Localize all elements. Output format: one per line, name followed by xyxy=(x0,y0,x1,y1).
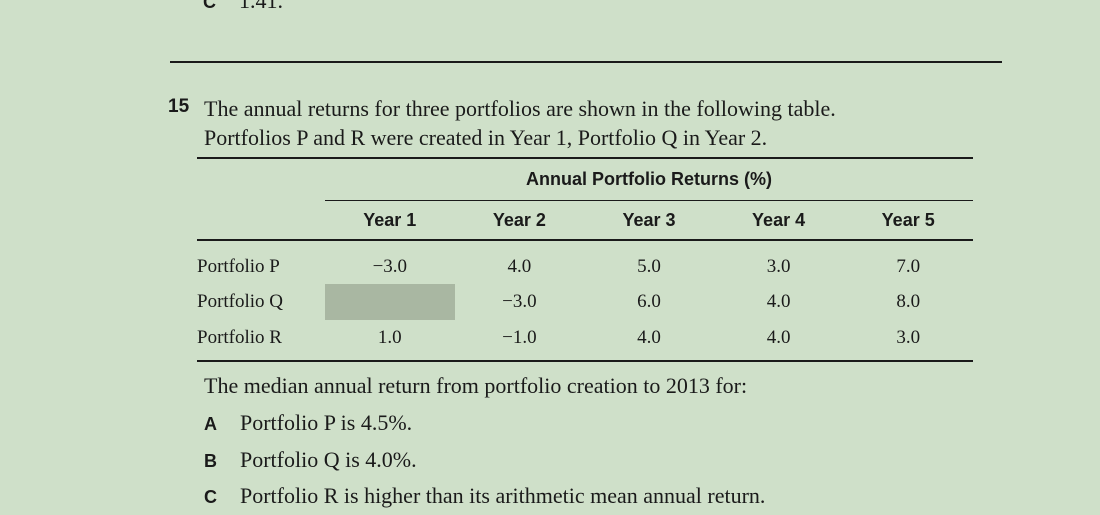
question-text-line-2: Portfolios P and R were created in Year … xyxy=(204,125,768,150)
table-row-portfolio-r: Portfolio R 1.0 −1.0 4.0 4.0 3.0 xyxy=(197,320,973,361)
row-label: Portfolio R xyxy=(197,326,282,348)
empty-header-cell xyxy=(197,200,325,241)
answer-option-b[interactable]: B Portfolio Q is 4.0%. xyxy=(204,447,417,473)
table-cell: 6.0 xyxy=(637,291,661,312)
answer-option-a[interactable]: A Portfolio P is 4.5%. xyxy=(204,410,412,436)
table-cell: 5.0 xyxy=(637,255,661,277)
table-cell: 4.0 xyxy=(766,326,791,348)
row-label: Portfolio Q xyxy=(197,291,284,312)
table-cell: 8.0 xyxy=(896,291,921,312)
table-cell: −1.0 xyxy=(502,326,537,348)
option-letter: B xyxy=(204,451,217,471)
table-cell: −3.0 xyxy=(372,255,408,277)
option-letter: C xyxy=(203,0,216,12)
option-text: Portfolio P is 4.5%. xyxy=(240,410,413,435)
table-super-header: Annual Portfolio Returns (%) xyxy=(325,158,974,201)
column-header-year-2: Year 2 xyxy=(454,200,585,241)
row-label: Portfolio P xyxy=(197,255,280,277)
table-cell: 1.0 xyxy=(377,326,402,348)
option-text: 1.41. xyxy=(239,0,283,13)
option-letter: C xyxy=(204,487,217,507)
table-header-row: Year 1 Year 2 Year 3 Year 4 Year 5 xyxy=(197,200,974,241)
answer-option-c[interactable]: C Portfolio R is higher than its arithmet… xyxy=(204,483,765,509)
option-letter: A xyxy=(204,414,217,434)
table-cell: −3.0 xyxy=(502,291,537,312)
returns-table: Annual Portfolio Returns (%) Year 1 Year… xyxy=(197,157,974,362)
table-cell: 3.0 xyxy=(766,255,791,277)
empty-header-cell xyxy=(197,158,325,201)
shaded-empty-cell xyxy=(325,284,455,320)
option-text: Portfolio R is higher than its arithmeti… xyxy=(240,483,766,508)
column-header-year-4: Year 4 xyxy=(713,200,844,241)
question-number: 15 xyxy=(168,96,190,117)
table-super-header-row: Annual Portfolio Returns (%) xyxy=(197,158,974,201)
question-stem: The median annual return from portfolio … xyxy=(204,373,748,398)
table-cell: 4.0 xyxy=(507,255,532,277)
table-cell: 7.0 xyxy=(896,255,921,277)
previous-answer-option: C 1.41. xyxy=(203,0,283,14)
table-cell: 4.0 xyxy=(766,291,791,312)
shaded-block xyxy=(325,284,455,320)
section-divider xyxy=(170,61,1002,63)
table-row-portfolio-p: Portfolio P −3.0 4.0 5.0 3.0 7.0 xyxy=(197,240,973,284)
column-header-year-1: Year 1 xyxy=(325,200,455,241)
table-cell: 3.0 xyxy=(896,326,921,348)
column-header-year-5: Year 5 xyxy=(843,200,974,241)
table-row-portfolio-q: Portfolio Q −3.0 6.0 4.0 8.0 xyxy=(197,284,973,320)
table-cell: 4.0 xyxy=(637,326,661,348)
question-text-line-1: The annual returns for three portfolios … xyxy=(204,96,836,121)
question-text: The annual returns for three portfolios … xyxy=(204,94,836,152)
option-text: Portfolio Q is 4.0%. xyxy=(240,447,417,472)
column-header-year-3: Year 3 xyxy=(584,200,714,241)
